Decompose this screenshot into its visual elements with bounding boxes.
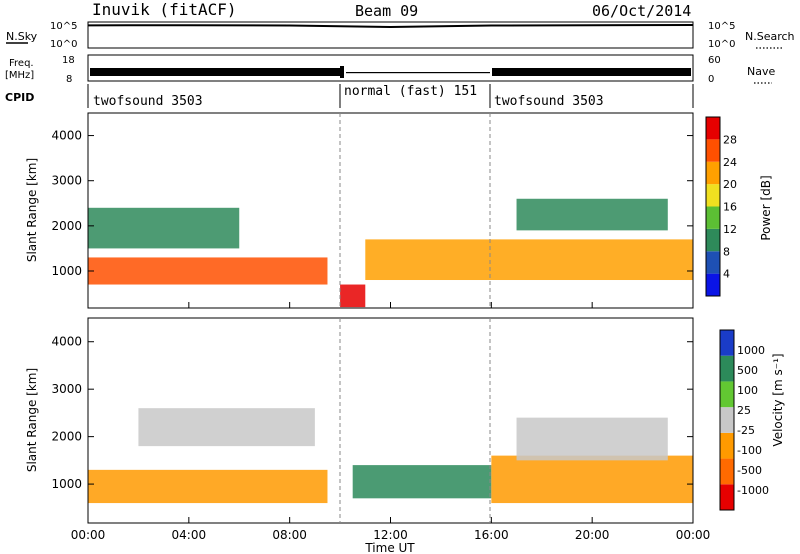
- velocity-y-tick-label: 2000: [51, 430, 82, 444]
- power-panel: 1000 2000 3000 4000 Slant Range [km]: [25, 112, 694, 309]
- freq-band-3: [492, 68, 691, 76]
- power-colorbar-cell: [706, 273, 720, 296]
- nsearch-tick-bottom: 10^0: [708, 39, 735, 50]
- velocity-colorbar-cell: [720, 407, 734, 433]
- velocity-colorbar-label: Velocity [m s⁻¹]: [771, 353, 785, 446]
- power-y-axis-label: Slant Range [km]: [25, 158, 39, 262]
- x-tick-label: 04:00: [172, 528, 207, 542]
- power-echo-band: [516, 198, 668, 231]
- velocity-y-tick-label: 1000: [51, 477, 82, 491]
- velocity-colorbar-tick-label: 25: [737, 404, 751, 417]
- freq-mark: [340, 66, 344, 78]
- x-tick-label: 00:00: [676, 528, 711, 542]
- nsearch-label: N.Search: [745, 30, 795, 43]
- velocity-colorbar-cell: [720, 484, 734, 510]
- freq-band-2: [346, 72, 490, 74]
- cpid-segment-2: normal (fast) 151: [344, 84, 477, 99]
- cpid-panel: CPID twofsound 3503 normal (fast) 151 tw…: [5, 84, 694, 109]
- noise-panel: N.Sky 10^5 10^0 10^5 10^0 N.Search: [6, 21, 795, 50]
- cpid-label: CPID: [5, 91, 34, 104]
- freq-tick-bottom: 8: [66, 74, 72, 85]
- power-echo-band: [365, 239, 693, 281]
- nsearch-tick-top: 10^5: [708, 21, 735, 32]
- power-echo-band: [88, 257, 328, 285]
- freq-unit-label: [MHz]: [5, 70, 34, 81]
- velocity-panel: 1000 2000 3000 4000 Slant Range [km]: [25, 317, 694, 524]
- power-colorbar-cell: [706, 139, 720, 162]
- power-y-tick-label: 1000: [51, 264, 82, 278]
- freq-band-1: [90, 68, 340, 76]
- velocity-colorbar-tick-label: -25: [737, 424, 755, 437]
- x-tick-label: 00:00: [71, 528, 106, 542]
- nave-label: Nave: [747, 65, 775, 78]
- power-colorbar-cell: [706, 161, 720, 185]
- velocity-colorbar-cell: [720, 458, 734, 485]
- nsky-label: N.Sky: [6, 30, 38, 43]
- velocity-y-tick-label: 3000: [51, 382, 82, 396]
- nsky-tick-top: 10^5: [50, 21, 77, 32]
- velocity-colorbar-tick-label: 100: [737, 384, 758, 397]
- power-echo-band: [88, 207, 240, 249]
- velocity-colorbar-tick-label: 1000: [737, 344, 765, 357]
- power-colorbar-cell: [706, 206, 720, 229]
- velocity-colorbar-cell: [720, 432, 734, 459]
- x-tick-label: 16:00: [474, 528, 509, 542]
- power-echo-band: [340, 284, 366, 308]
- power-colorbar-tick-label: 4: [723, 268, 730, 281]
- power-colorbar-tick-label: 24: [723, 156, 737, 169]
- power-colorbar-tick-label: 12: [723, 223, 737, 236]
- nave-tick-top: 60: [708, 55, 721, 66]
- velocity-colorbar-tick-label: -100: [737, 444, 762, 457]
- velocity-y-axis-label: Slant Range [km]: [25, 368, 39, 472]
- velocity-colorbar-tick-label: -500: [737, 464, 762, 477]
- velocity-y-tick-label: 4000: [51, 335, 82, 349]
- power-y-tick-label: 3000: [51, 174, 82, 188]
- velocity-echo-band: [491, 455, 693, 504]
- nave-tick-bottom: 0: [708, 74, 714, 85]
- velocity-colorbar-cell: [720, 355, 734, 382]
- x-axis: 00:00 04:00 08:00 12:00 16:00 20:00 00:00: [71, 302, 711, 542]
- freq-tick-top: 18: [62, 55, 75, 66]
- x-tick-label: 12:00: [373, 528, 408, 542]
- freq-label: Freq.: [9, 58, 34, 69]
- power-colorbar-cell: [706, 117, 720, 140]
- velocity-colorbar-cell: [720, 381, 734, 408]
- velocity-colorbar-frame: [719, 329, 735, 511]
- power-colorbar-cell: [706, 251, 720, 274]
- velocity-colorbar: -1000 -500 -100 -25 25 100 500 1000: [719, 329, 769, 511]
- nsky-series: [87, 24, 694, 28]
- x-tick-label: 08:00: [272, 528, 307, 542]
- power-y-tick-label: 2000: [51, 219, 82, 233]
- velocity-echo-band: [352, 465, 492, 499]
- beam-title: Beam 09: [355, 2, 418, 20]
- power-colorbar-tick-label: 28: [723, 133, 737, 146]
- cpid-segment-1: twofsound 3503: [93, 94, 203, 109]
- x-axis-label: Time UT: [364, 541, 415, 554]
- frequency-panel: Freq. [MHz] 18 8 60 0 Nave: [5, 54, 775, 85]
- power-colorbar-tick-label: 16: [723, 201, 737, 214]
- nsky-tick-bottom: 10^0: [50, 39, 77, 50]
- power-colorbar-cell: [706, 228, 720, 252]
- power-colorbar: 4 8 12 16 20 24 28: [705, 116, 737, 297]
- velocity-colorbar-cell: [720, 330, 734, 356]
- power-colorbar-label: Power [dB]: [759, 175, 773, 240]
- power-colorbar-tick-label: 8: [723, 245, 730, 258]
- velocity-colorbar-tick-label: -1000: [737, 484, 769, 497]
- station-title: Inuvik (fitACF): [92, 0, 237, 19]
- velocity-echo-band: [138, 408, 315, 447]
- power-y-tick-label: 4000: [51, 129, 82, 143]
- velocity-colorbar-tick-label: 500: [737, 364, 758, 377]
- power-colorbar-frame: [705, 116, 721, 297]
- cpid-segment-3: twofsound 3503: [494, 94, 604, 109]
- velocity-echo-band: [516, 417, 668, 461]
- date-title: 06/Oct/2014: [592, 2, 691, 20]
- velocity-echo-band: [88, 469, 328, 504]
- power-colorbar-tick-label: 20: [723, 178, 737, 191]
- power-colorbar-cell: [706, 184, 720, 207]
- x-tick-label: 20:00: [575, 528, 610, 542]
